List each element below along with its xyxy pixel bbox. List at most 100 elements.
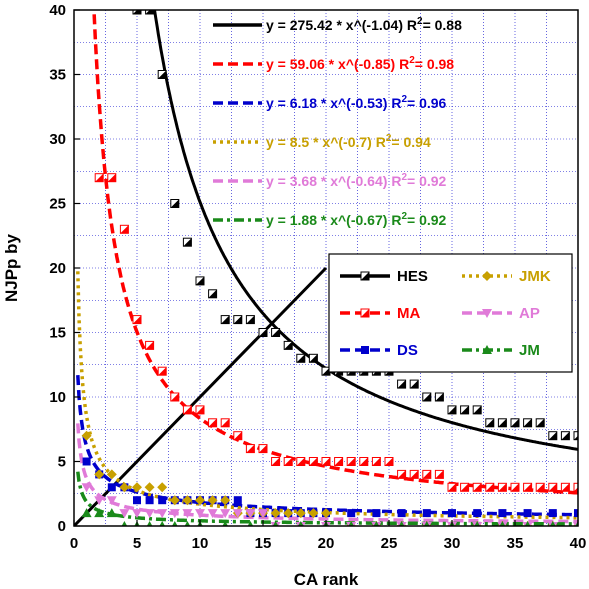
data-point-hes: [308, 353, 318, 363]
data-point-jmk: [321, 508, 331, 519]
x-tick-label: 20: [318, 535, 335, 552]
data-point-jm: [499, 521, 506, 526]
data-point-hes: [523, 418, 533, 428]
fit-curve-ma: [92, 10, 578, 495]
data-point-ds: [422, 509, 431, 518]
data-point-ds: [548, 509, 557, 518]
data-point-hes: [220, 315, 230, 325]
data-point-jm: [94, 508, 105, 518]
legend-label-jm: JM: [519, 342, 540, 359]
data-point-ds: [473, 509, 482, 518]
data-point-ma: [170, 392, 180, 402]
data-point-ap: [119, 509, 130, 519]
legend-label-ma: MA: [397, 305, 420, 322]
data-point-jm: [172, 521, 178, 526]
data-point-jmk: [169, 495, 180, 506]
data-point-hes: [195, 276, 205, 286]
y-tick-label: 40: [49, 2, 66, 19]
data-point-ma: [523, 482, 533, 492]
data-point-hes: [422, 392, 432, 402]
data-point-jmk: [94, 469, 105, 480]
x-tick-label: 0: [70, 535, 78, 552]
axis-ticks: 0 5 10 15 20 25 30 35 40 0 5 10 15 20 25 30 35 40: [49, 2, 586, 552]
data-point-hes: [573, 431, 578, 441]
data-point-ap: [232, 509, 243, 519]
data-point-ma: [94, 173, 104, 183]
data-point-ma: [434, 469, 444, 479]
data-point-ds: [498, 509, 507, 518]
data-point-ma: [245, 444, 255, 454]
data-point-ma: [233, 431, 243, 441]
fit-equation-ma: y = 59.06 * x^(-0.85) R2= 0.98: [266, 55, 454, 72]
data-point-jm: [222, 521, 228, 526]
data-point-jmk: [144, 482, 155, 493]
data-point-hes: [510, 418, 520, 428]
data-point-ma: [258, 444, 268, 454]
legend-label-ds: DS: [397, 342, 418, 359]
data-point-ma: [447, 482, 457, 492]
data-point-ap: [220, 509, 231, 519]
data-point-jmk: [220, 495, 231, 506]
data-point-hes: [560, 431, 570, 441]
data-point-ma: [548, 482, 558, 492]
data-point-ma: [308, 457, 318, 466]
data-point-ma: [360, 308, 370, 318]
data-point-ap: [258, 509, 268, 519]
data-point-hes: [409, 379, 419, 389]
y-tick-label: 10: [49, 389, 66, 406]
fit-equation-jmk: y = 8.5 * x^(-0.7) R2= 0.94: [266, 133, 431, 150]
data-point-hes: [182, 237, 192, 247]
data-point-ap: [81, 483, 92, 493]
data-point-ds: [397, 509, 406, 518]
data-point-jm: [550, 521, 556, 526]
data-point-hes: [535, 418, 545, 428]
data-point-jmk: [195, 495, 205, 506]
data-point-jm: [81, 508, 92, 518]
data-point-ma: [208, 418, 218, 428]
data-point-jm: [348, 521, 354, 526]
y-tick-label: 30: [49, 131, 66, 148]
data-point-jmk: [207, 495, 218, 506]
data-point-ma: [460, 482, 470, 492]
data-point-ma: [119, 224, 129, 234]
data-point-ap: [132, 509, 142, 519]
data-point-jm: [298, 521, 304, 526]
data-point-jm: [373, 521, 380, 526]
data-point-ma: [397, 469, 407, 479]
fit-equation-jm: y = 1.88 * x^(-0.67) R2= 0.92: [266, 211, 447, 228]
fit-equations: y = 275.42 * x^(-1.04) R2= 0.88 y = 59.06…: [213, 16, 462, 228]
legend: HES MA DS JMK AP JM: [328, 253, 573, 373]
x-tick-label: 25: [381, 535, 398, 552]
data-point-ma: [510, 482, 520, 492]
data-point-ma: [132, 315, 142, 325]
data-point-hes: [548, 431, 558, 441]
data-point-ma: [157, 366, 167, 376]
y-tick-label: 5: [58, 454, 66, 471]
data-point-ap: [195, 509, 205, 519]
data-point-jm: [524, 521, 531, 526]
data-point-ma: [220, 418, 230, 428]
y-tick-label: 15: [49, 325, 66, 342]
data-point-jmk: [106, 469, 117, 480]
data-point-ap: [144, 509, 155, 519]
data-point-jm: [398, 521, 405, 526]
data-point-jm: [424, 521, 430, 526]
data-point-hes: [460, 405, 470, 415]
data-point-hes: [283, 340, 293, 350]
data-point-ma: [182, 405, 192, 415]
data-point-ds: [133, 496, 141, 505]
fit-equation-ap: y = 3.68 * x^(-0.64) R2= 0.92: [266, 172, 447, 189]
data-point-ma: [371, 457, 381, 466]
data-point-ma: [346, 457, 356, 466]
data-point-jm: [482, 345, 492, 354]
data-point-ds: [233, 496, 242, 505]
data-point-ds: [372, 509, 381, 518]
data-point-hes: [497, 418, 507, 428]
y-axis-label: NJPp by: [2, 233, 21, 302]
grid: [73, 9, 579, 527]
data-point-hes: [170, 199, 180, 208]
data-point-ma: [145, 340, 155, 350]
data-point-ma: [283, 457, 293, 466]
data-point-jm: [247, 521, 254, 526]
data-point-ds: [523, 509, 532, 518]
